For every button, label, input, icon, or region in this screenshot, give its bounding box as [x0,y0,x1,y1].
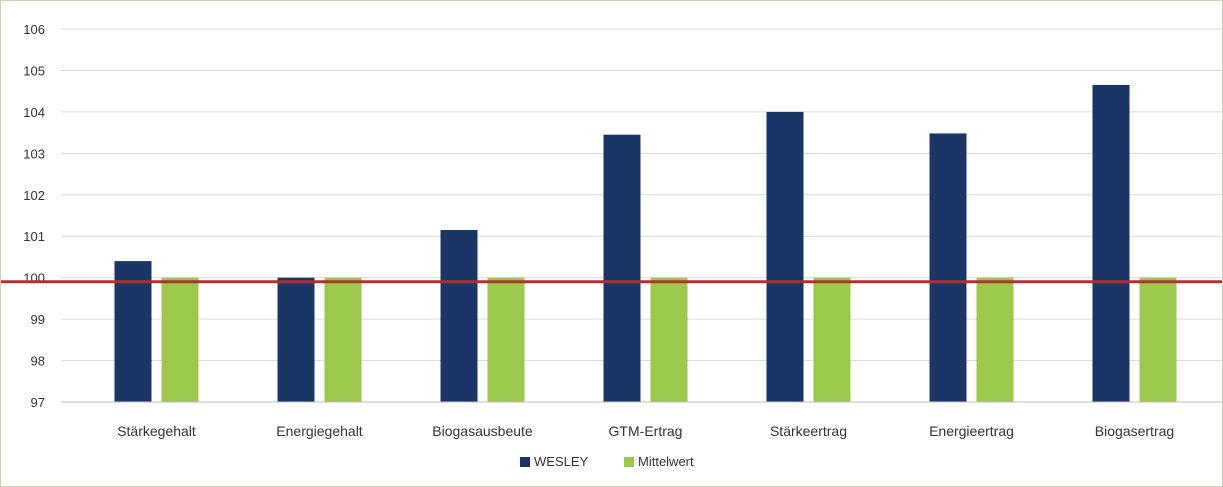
bar-mittelwert [650,277,688,402]
y-tick-label: 105 [23,63,45,78]
bar-wesley [929,133,967,402]
x-tick-label: Energiegehalt [276,423,363,439]
legend: WESLEY Mittelwert [520,454,694,469]
y-tick-label: 101 [23,229,45,244]
x-tick-label: GTM-Ertrag [609,423,683,439]
y-tick-label: 99 [31,312,45,327]
bar-wesley [1092,84,1130,402]
y-tick-label: 104 [23,105,45,120]
x-tick-label: Stärkeertrag [770,423,847,439]
y-tick-label: 97 [31,395,45,410]
x-tick-label: Biogasertrag [1095,423,1174,439]
x-tick-label: Energieertrag [929,423,1014,439]
bar-mittelwert [324,277,362,402]
gridlines [61,28,1222,362]
bar-wesley [440,230,478,402]
legend-label: WESLEY [534,454,589,469]
bar-mittelwert [161,277,199,402]
y-tick-label: 102 [23,188,45,203]
bar-mittelwert [487,277,525,402]
y-axis-ticks: 97 98 99 100 101 102 103 104 105 106 [23,22,45,410]
y-tick-label: 100 [23,271,45,286]
bar-wesley [277,277,315,402]
legend-swatch [520,457,530,467]
x-tick-label: Stärkegehalt [117,423,196,439]
bar-mittelwert [1139,277,1177,402]
bar-wesley [603,134,641,402]
bar-mittelwert [976,277,1014,402]
bar-wesley [114,261,152,402]
y-tick-label: 103 [23,146,45,161]
x-axis-ticks: Stärkegehalt Energiegehalt Biogasausbeute G… [117,423,1174,439]
x-tick-label: Biogasausbeute [432,423,533,439]
bar-mittelwert [813,277,851,402]
y-tick-label: 106 [23,22,45,37]
bars [114,84,1177,402]
legend-swatch [624,457,634,467]
y-tick-label: 98 [31,354,45,369]
bar-wesley [766,111,804,402]
legend-label: Mittelwert [638,454,694,469]
